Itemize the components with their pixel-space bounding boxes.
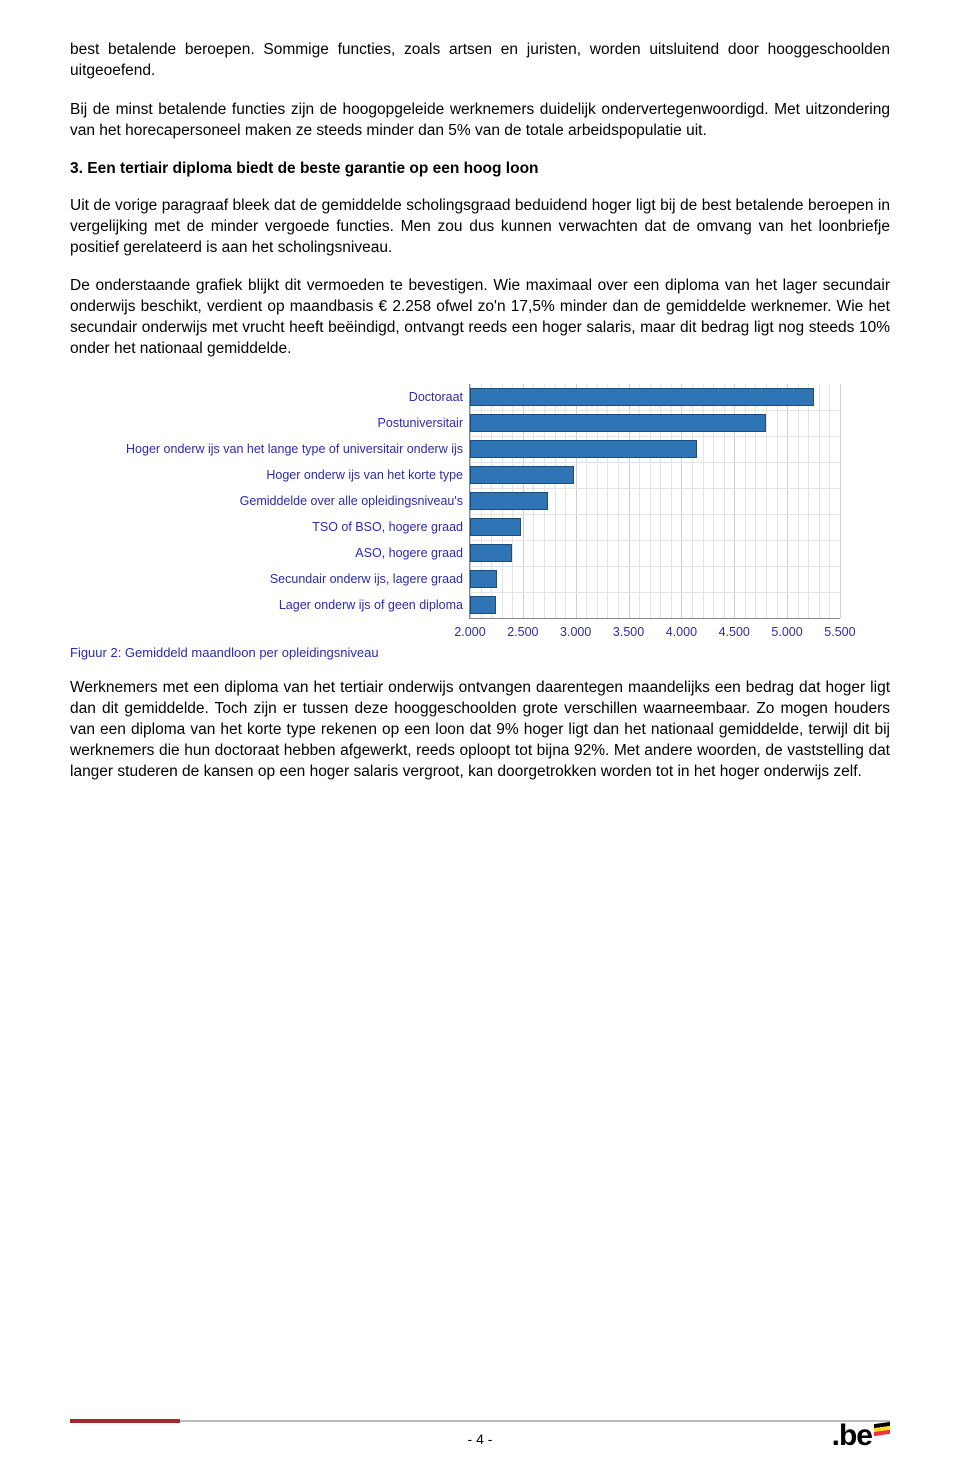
footer-rule-accent: [70, 1419, 180, 1423]
chart-category-label: Hoger onderw ijs van het lange type of u…: [120, 436, 469, 462]
be-logo-text: .be: [832, 1419, 872, 1452]
chart-bar: [470, 388, 814, 406]
body-paragraph: Werknemers met een diploma van het terti…: [70, 678, 890, 783]
page-number: - 4 -: [70, 1431, 890, 1447]
footer-rule: [70, 1419, 890, 1423]
chart-y-labels: DoctoraatPostuniversitairHoger onderw ij…: [120, 384, 469, 619]
page: best betalende beroepen. Sommige functie…: [0, 0, 960, 1473]
chart-bar: [470, 466, 574, 484]
salary-by-education-chart: DoctoraatPostuniversitairHoger onderw ij…: [120, 384, 840, 625]
chart-gridline-h: [470, 488, 840, 489]
be-logo: .be: [832, 1419, 890, 1453]
chart-gridline-minor: [777, 384, 778, 618]
figure-caption: Figuur 2: Gemiddeld maandloon per opleid…: [70, 645, 890, 660]
chart-gridline-h: [470, 514, 840, 515]
section-heading: 3. Een tertiair diploma biedt de beste g…: [70, 160, 890, 178]
chart-gridline-h: [470, 436, 840, 437]
body-paragraph: Uit de vorige paragraaf bleek dat de gem…: [70, 196, 890, 259]
chart-gridline-major: [787, 384, 788, 618]
chart-bar: [470, 596, 496, 614]
footer-rule-grey: [180, 1420, 890, 1422]
chart-gridline-major: [840, 384, 841, 618]
chart-bar: [470, 518, 521, 536]
chart-bar: [470, 414, 766, 432]
chart-category-label: ASO, hogere graad: [120, 540, 469, 566]
chart-bar: [470, 440, 697, 458]
body-paragraph: best betalende beroepen. Sommige functie…: [70, 40, 890, 82]
chart-plot: [469, 384, 840, 619]
chart-category-label: Gemiddelde over alle opleidingsniveau's: [120, 488, 469, 514]
page-footer: - 4 - .be: [70, 1419, 890, 1447]
chart-category-label: Doctoraat: [120, 384, 469, 410]
chart-category-label: TSO of BSO, hogere graad: [120, 514, 469, 540]
chart-area: DoctoraatPostuniversitairHoger onderw ij…: [120, 384, 840, 619]
chart-gridline-h: [470, 592, 840, 593]
body-paragraph: Bij de minst betalende functies zijn de …: [70, 100, 890, 142]
chart-bar: [470, 570, 497, 588]
chart-category-label: Postuniversitair: [120, 410, 469, 436]
chart-category-label: Hoger onderw ijs van het korte type: [120, 462, 469, 488]
chart-category-label: Secundair onderw ijs, lagere graad: [120, 566, 469, 592]
chart-gridline-h: [470, 410, 840, 411]
chart-gridline-minor: [798, 384, 799, 618]
chart-bar: [470, 492, 548, 510]
chart-bar: [470, 544, 512, 562]
body-paragraph: De onderstaande grafiek blijkt dit vermo…: [70, 276, 890, 360]
chart-gridline-h: [470, 566, 840, 567]
chart-gridline-minor: [766, 384, 767, 618]
chart-gridline-h: [470, 462, 840, 463]
chart-gridline-minor: [829, 384, 830, 618]
chart-category-label: Lager onderw ijs of geen diploma: [120, 592, 469, 618]
chart-gridline-minor: [808, 384, 809, 618]
chart-gridline-h: [470, 540, 840, 541]
belgium-flag-icon: [874, 1422, 890, 1436]
chart-gridline-minor: [819, 384, 820, 618]
